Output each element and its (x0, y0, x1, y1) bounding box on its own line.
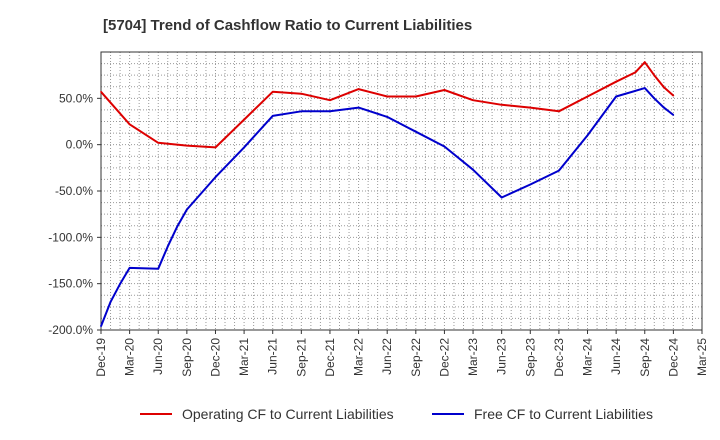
data-point (586, 134, 589, 137)
data-point (100, 325, 102, 328)
data-point (663, 86, 665, 88)
legend-label: Free CF to Current Liabilities (474, 406, 653, 422)
data-point (329, 110, 331, 113)
data-point (186, 208, 188, 211)
x-tick-label: Sep-22 (409, 338, 423, 377)
x-tick-label: Dec-19 (94, 338, 108, 377)
x-tick-label: Sep-21 (294, 338, 308, 377)
data-point (357, 106, 360, 109)
data-point (128, 267, 131, 269)
data-point (663, 106, 665, 109)
data-point (271, 91, 274, 93)
data-point (500, 104, 503, 106)
grid (101, 52, 702, 330)
legend: Operating CF to Current Liabilities Free … (140, 406, 653, 422)
data-point (558, 169, 560, 172)
data-point (558, 110, 560, 113)
chart-title: [5704] Trend of Cashflow Ratio to Curren… (103, 17, 472, 34)
x-tick-label: Sep-23 (523, 338, 537, 377)
y-tick-label: -50.0% (55, 184, 93, 198)
x-tick-label: Mar-23 (466, 338, 480, 376)
data-point (166, 245, 169, 248)
x-tick-label: Mar-20 (123, 338, 137, 376)
data-point (119, 282, 121, 285)
data-point (157, 142, 159, 144)
x-tick-label: Mar-21 (237, 338, 251, 376)
data-point (271, 115, 274, 117)
data-point (386, 116, 389, 118)
y-tick-label: 50.0% (59, 91, 93, 105)
data-point (672, 94, 675, 97)
data-point (443, 145, 446, 148)
data-point (672, 114, 675, 116)
x-tick-label: Mar-25 (695, 338, 709, 376)
x-tick-label: Mar-22 (352, 338, 366, 376)
legend-label: Operating CF to Current Liabilities (182, 406, 394, 422)
data-point (529, 183, 532, 186)
y-tick-label: -100.0% (48, 230, 93, 244)
x-tick-label: Sep-24 (638, 338, 652, 377)
data-point (644, 87, 646, 89)
data-point (653, 74, 655, 76)
data-point (329, 99, 331, 101)
series-line-free-cf (100, 87, 675, 327)
x-tick-label: Dec-21 (323, 338, 337, 377)
data-point (186, 144, 188, 147)
data-point (157, 268, 159, 270)
data-point (472, 168, 474, 171)
data-point (653, 97, 655, 100)
data-point (243, 118, 245, 121)
data-point (357, 88, 360, 90)
data-point (300, 110, 303, 113)
data-point (615, 80, 617, 83)
data-point (644, 61, 646, 63)
data-point (300, 92, 303, 95)
data-point (634, 71, 637, 74)
x-tick-label: Dec-22 (437, 338, 451, 377)
data-point (109, 301, 112, 304)
series-line-operating-cf (100, 61, 675, 149)
data-point (472, 99, 474, 101)
series-lines (100, 61, 675, 328)
y-tick-label: -150.0% (48, 277, 93, 291)
x-tick-label: Dec-23 (552, 338, 566, 377)
x-tick-label: Jun-24 (609, 338, 623, 375)
x-tick-label: Dec-24 (666, 338, 680, 377)
data-point (415, 130, 417, 133)
x-tick-label: Jun-23 (495, 338, 509, 375)
data-point (615, 95, 617, 98)
x-tick-label: Jun-22 (380, 338, 394, 375)
data-point (176, 225, 179, 227)
data-point (214, 146, 217, 149)
data-point (128, 123, 131, 126)
data-point (386, 95, 389, 98)
y-tick-label: -200.0% (48, 323, 93, 337)
data-point (500, 196, 503, 199)
data-point (415, 95, 417, 98)
x-axis-ticks: Dec-19 Mar-20 Jun-20 Sep-20 Dec-20 Mar-21 Jun-… (94, 330, 709, 377)
x-tick-label: Jun-20 (151, 338, 165, 375)
data-point (243, 146, 245, 149)
x-tick-label: Jun-21 (266, 338, 280, 375)
x-tick-label: Dec-20 (208, 338, 222, 377)
data-point (529, 106, 532, 109)
x-tick-label: Mar-24 (581, 338, 595, 376)
data-point (586, 95, 589, 98)
x-tick-label: Sep-20 (180, 338, 194, 377)
y-axis-ticks: 50.0% 0.0% -50.0% -100.0% -150.0% -200.0% (48, 91, 101, 337)
data-point (443, 89, 446, 91)
data-point (100, 91, 102, 93)
y-tick-label: 0.0% (66, 138, 94, 152)
data-point (214, 176, 217, 178)
